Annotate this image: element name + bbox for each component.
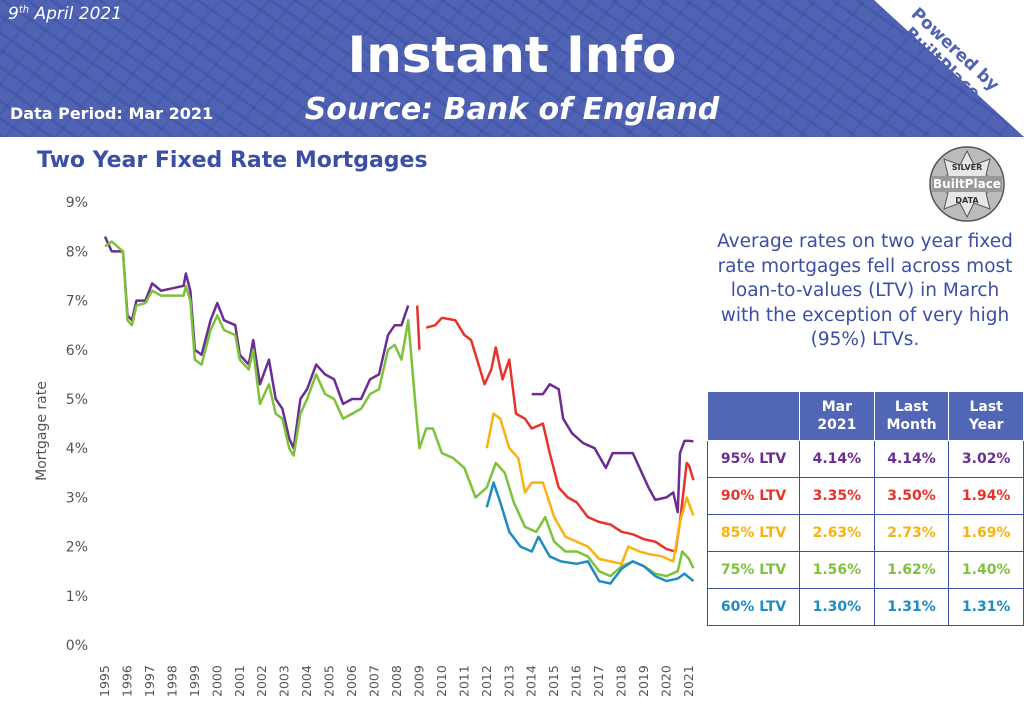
x-tick-label: 2003 [277,665,292,697]
series-line-95-ltv [103,236,410,450]
y-tick-label: 2% [66,540,88,556]
table-header: Last Year [948,391,1024,441]
report-date: 9th April 2021 [8,4,123,24]
rate-cell: 1.30% [799,588,875,626]
series-line-75-ltv [104,240,695,578]
y-tick-label: 9% [66,195,88,211]
x-tick-label: 2011 [456,665,471,697]
rate-cell: 1.94% [948,477,1024,515]
table-row: 85% LTV 2.63% 2.73% 1.69% [706,514,1024,552]
summary-text: Average rates on two year fixed rate mor… [717,231,1013,350]
source-label: Source: Bank of England [304,92,720,127]
x-tick-label: 2008 [389,665,404,697]
row-label: 85% LTV [706,514,801,552]
x-tick-label: 2001 [232,665,247,697]
rate-cell: 4.14% [799,440,875,478]
y-tick-label: 0% [66,638,88,654]
table-row: 60% LTV 1.30% 1.31% 1.31% [706,588,1024,626]
x-tick-label: 2009 [411,665,426,697]
rate-cell: 1.62% [873,551,950,589]
row-label: 60% LTV [706,588,801,626]
rate-cell: 2.63% [799,514,875,552]
x-tick-label: 2012 [479,665,494,697]
x-tick-label: 2006 [344,665,359,697]
x-tick-label: 2004 [299,665,314,697]
y-axis-label: Mortgage rate [34,381,50,481]
table-header-row: Mar 2021 Last Month Last Year [706,391,1024,441]
x-tick-label: 2005 [322,665,337,697]
x-tick-label: 2016 [569,665,584,697]
table-row: 95% LTV 4.14% 4.14% 3.02% [706,440,1024,478]
x-tick-label: 2019 [636,665,651,697]
x-tick-label: 2002 [254,665,269,697]
rate-cell: 1.69% [948,514,1024,552]
y-tick-label: 1% [66,589,88,605]
y-tick-label: 3% [66,490,88,506]
rate-cell: 2.73% [873,514,950,552]
data-period: Data Period: Mar 2021 [10,104,214,123]
row-label: 95% LTV [706,440,801,478]
series-line-95-ltv [531,382,694,514]
table-header [706,391,801,441]
silver-data-badge-icon: SILVER BuiltPlace DATA [929,146,1005,222]
header-banner: 9th April 2021 Instant Info Source: Bank… [0,0,1024,137]
x-tick-label: 2017 [591,665,606,697]
x-tick-label: 2000 [209,665,224,697]
table-row: 75% LTV 1.56% 1.62% 1.40% [706,551,1024,589]
y-tick-label: 4% [66,441,88,457]
x-tick-label: 2018 [614,665,629,697]
x-tick-label: 1997 [142,665,157,697]
table-row: 90% LTV 3.35% 3.50% 1.94% [706,477,1024,515]
x-tick-label: 2010 [434,665,449,697]
series-line-85-ltv [485,412,695,566]
badge-middle: BuiltPlace [933,177,1001,191]
table-header: Mar 2021 [799,391,875,441]
badge-top: SILVER [952,163,983,172]
rate-cell: 3.02% [948,440,1024,478]
badge-bottom: DATA [955,196,979,205]
rate-cell: 1.56% [799,551,875,589]
rate-cell: 1.31% [873,588,950,626]
x-tick-label: 1995 [97,665,112,697]
x-tick-label: 2014 [524,665,539,697]
x-tick-label: 2013 [501,665,516,697]
x-tick-label: 2015 [546,665,561,697]
table-header: Last Month [873,391,950,441]
y-tick-label: 6% [66,343,88,359]
mortgage-rate-chart: 0% 1% 2% 3% 4% 5% 6% 7% 8% 9% 1995 1996 1997 1998 1999… [34,195,696,697]
rate-cell: 1.40% [948,551,1024,589]
page-title: Instant Info [347,26,677,84]
rate-cell: 4.14% [873,440,950,478]
rate-cell: 3.50% [873,477,950,515]
series-line-90-ltv [425,316,695,553]
x-tick-label: 2007 [367,665,382,697]
chart-title: Two Year Fixed Rate Mortgages [37,148,428,173]
y-tick-label: 5% [66,392,88,408]
x-tick-label: 1999 [187,665,202,697]
x-tick-label: 1996 [119,665,134,697]
x-tick-label: 1998 [164,665,179,697]
x-tick-label: 2020 [659,665,674,697]
row-label: 90% LTV [706,477,801,515]
series-line-90-ltv [415,305,421,350]
rates-table: Mar 2021 Last Month Last Year 95% LTV 4.1… [706,391,1024,626]
y-tick-label: 7% [66,294,88,310]
rate-cell: 3.35% [799,477,875,515]
series-line-60-ltv [485,481,695,585]
row-label: 75% LTV [706,551,801,589]
y-tick-label: 8% [66,244,88,260]
x-tick-label: 2021 [681,665,696,697]
rate-cell: 1.31% [948,588,1024,626]
